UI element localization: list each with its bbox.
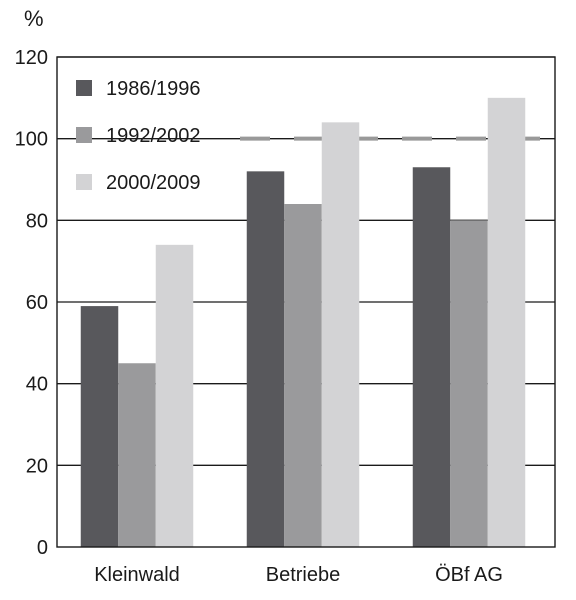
legend-label: 1986/1996 <box>106 78 201 100</box>
y-tick-label: 20 <box>26 455 48 477</box>
y-unit-label: % <box>24 6 44 31</box>
bar--bf-ag-1986-1996 <box>412 167 451 547</box>
bar-betriebe-2000-2009 <box>321 122 360 547</box>
bar--bf-ag-2000-2009 <box>487 97 526 547</box>
legend-label: 2000/2009 <box>106 172 201 194</box>
legend-swatch <box>76 80 92 96</box>
bar-kleinwald-1986-1996 <box>80 306 119 547</box>
y-tick-labels: 0 20 40 60 80 100 120 <box>15 47 48 559</box>
bar--bf-ag-1992-2002 <box>450 220 488 548</box>
legend: 1986/1996 1992/2002 2000/2009 <box>76 78 201 194</box>
y-tick-label: 60 <box>26 292 48 314</box>
bars <box>80 97 526 548</box>
bar-betriebe-1992-2002 <box>284 204 322 547</box>
y-tick-label: 0 <box>37 537 48 559</box>
bar-betriebe-1986-1996 <box>246 171 285 548</box>
category-label: Betriebe <box>266 564 341 586</box>
legend-swatch <box>76 127 92 143</box>
bar-kleinwald-1992-2002 <box>118 363 156 547</box>
y-tick-label: 80 <box>26 210 48 232</box>
axes <box>56 56 556 548</box>
y-tick-label: 40 <box>26 374 48 396</box>
legend-label: 1992/2002 <box>106 125 201 147</box>
category-label: Kleinwald <box>94 564 180 586</box>
category-label: ÖBf AG <box>435 564 503 586</box>
category-labels: Kleinwald Betriebe ÖBf AG <box>94 564 503 586</box>
plot-frame <box>56 56 556 548</box>
bar-kleinwald-2000-2009 <box>155 244 194 548</box>
y-tick-label: 120 <box>15 47 48 69</box>
y-tick-label: 100 <box>15 129 48 151</box>
legend-swatch <box>76 174 92 190</box>
